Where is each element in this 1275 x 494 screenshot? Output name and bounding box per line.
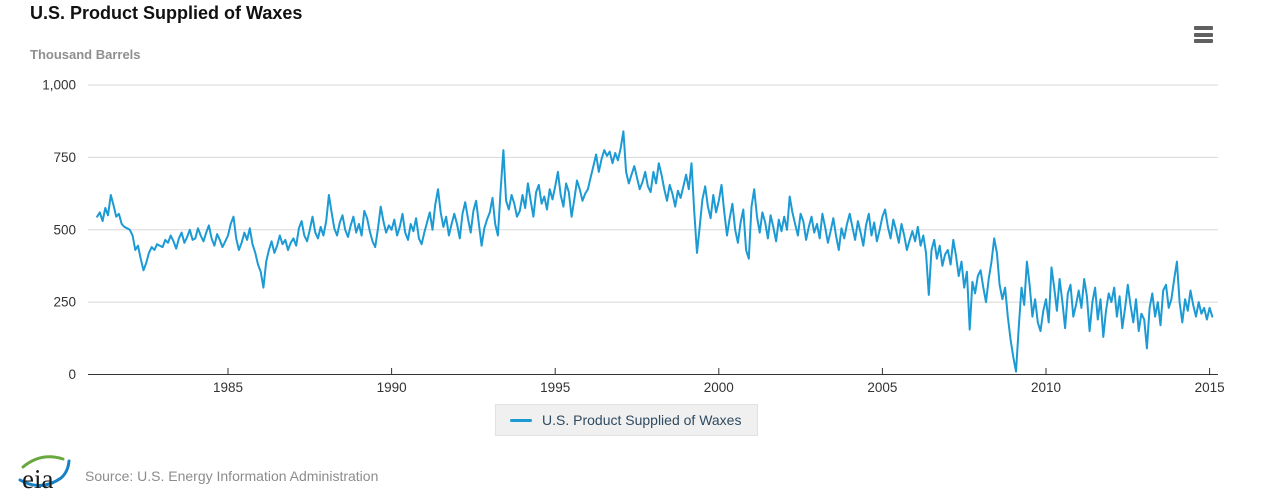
x-axis-tick-label: 1990 [377,380,407,395]
y-axis-tick-label: 0 [68,367,76,382]
legend-line-swatch [510,418,532,422]
hamburger-icon [1194,26,1213,30]
y-axis-tick-label: 250 [53,295,76,310]
hamburger-icon [1194,39,1213,43]
x-axis-tick-label: 2015 [1195,380,1225,395]
eia-logo-text: eia [22,464,53,492]
eia-logo-green-swoosh [21,455,65,469]
y-axis-units-label: Thousand Barrels [30,47,141,62]
chart-legend[interactable]: U.S. Product Supplied of Waxes [495,404,759,436]
x-axis-tick-label: 2000 [704,380,734,395]
y-axis-tick-label: 1,000 [42,78,76,93]
x-axis-tick-label: 2010 [1031,380,1061,395]
chart-title: U.S. Product Supplied of Waxes [30,3,303,23]
series-line [96,130,1214,373]
eia-logo: eia [18,455,71,492]
y-axis-tick-label: 500 [53,222,76,237]
y-axis-tick-label: 750 [53,150,76,165]
x-axis-tick-label: 1995 [540,380,570,395]
x-axis-tick-label: 2005 [867,380,897,395]
eia-logo-blue-swoosh [18,459,71,487]
x-axis-tick-label: 1985 [213,380,243,395]
source-attribution: Source: U.S. Energy Information Administ… [85,468,379,484]
chart-menu-button[interactable] [1194,26,1214,43]
hamburger-icon [1194,32,1213,37]
legend-series-label: U.S. Product Supplied of Waxes [542,412,742,428]
